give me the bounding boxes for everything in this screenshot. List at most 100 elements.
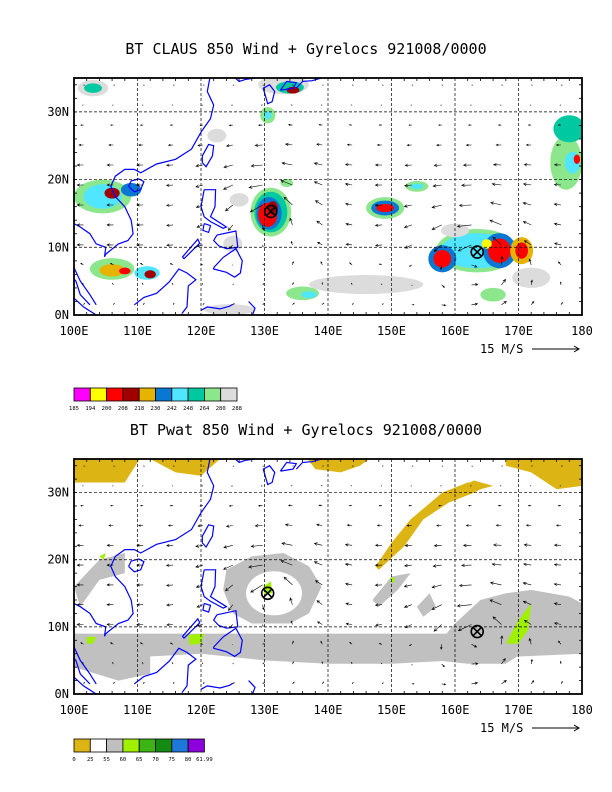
coastline	[74, 278, 91, 306]
wind-arrow	[249, 204, 263, 213]
coastline	[248, 680, 256, 694]
wind-arrow	[374, 183, 383, 187]
wind-arrow	[378, 504, 382, 507]
cloud-top-shade	[223, 235, 243, 253]
pwat-shade	[375, 482, 487, 570]
wind-arrow	[171, 282, 174, 286]
wind-arrow	[136, 623, 144, 627]
wind-arrow	[136, 203, 144, 207]
lon-label: 110E	[123, 703, 152, 717]
wind-arrow	[500, 255, 504, 265]
cloud-top-shade	[512, 267, 551, 288]
pwat-shade	[86, 636, 97, 644]
wind-arrow	[138, 143, 144, 147]
wind-arrow	[172, 681, 175, 685]
cloud-top-shade	[515, 242, 529, 259]
wind-arrow	[195, 204, 204, 208]
gyre-location-marker	[470, 624, 485, 639]
wind-arrow	[136, 543, 144, 547]
reference-vector-arrow	[532, 724, 580, 732]
wind-arrow	[491, 562, 502, 566]
wind-arrow	[374, 163, 382, 167]
legend-swatch	[155, 387, 173, 402]
lon-label: 100E	[60, 703, 89, 717]
cloud-top-shade	[301, 291, 317, 299]
wind-arrow	[523, 619, 532, 625]
wind-arrow	[261, 224, 265, 231]
wind-arrow	[530, 680, 535, 685]
coastline	[295, 78, 323, 89]
wind-arrow	[196, 244, 203, 248]
wind-arrow	[471, 264, 478, 268]
wind-arrow	[280, 560, 293, 566]
wind-arrow	[431, 224, 442, 230]
lon-label: 180	[571, 703, 593, 717]
wind-arrow	[471, 662, 479, 666]
wind-arrow	[345, 222, 353, 226]
wind-arrow	[411, 683, 415, 685]
coastline	[200, 189, 228, 229]
coastline	[212, 230, 239, 250]
wind-arrow	[76, 203, 84, 207]
wind-arrow	[440, 644, 443, 650]
wind-arrow	[489, 219, 502, 226]
wind-arrow	[553, 622, 562, 626]
legend-swatch	[203, 387, 222, 402]
legend-swatch	[122, 738, 140, 753]
wind-arrow	[351, 661, 353, 665]
wind-arrow	[316, 143, 323, 146]
wind-arrow	[316, 241, 323, 246]
wind-arrow	[522, 201, 532, 206]
wind-arrow	[197, 524, 203, 528]
wind-arrow	[108, 524, 114, 527]
wind-arrow	[458, 583, 472, 588]
wind-arrow	[403, 604, 412, 608]
pwat-shade	[150, 459, 220, 476]
cloud-top-shade	[481, 239, 492, 249]
coastline	[262, 84, 276, 105]
coastline	[279, 461, 298, 472]
wind-arrow	[432, 564, 442, 568]
wind-arrow	[345, 582, 353, 586]
wind-arrow	[228, 124, 233, 127]
cloud-top-shade	[376, 203, 395, 213]
pwat-shade	[416, 593, 436, 617]
wind-arrow	[349, 641, 353, 645]
wind-arrow	[553, 582, 562, 586]
wind-arrow	[227, 604, 234, 611]
cloud-top-shade	[308, 275, 424, 295]
wind-arrow	[528, 258, 532, 265]
legend-label: 200	[102, 406, 112, 412]
pwat-shade	[505, 459, 582, 490]
cloud-top-shade	[263, 111, 272, 120]
wind-arrow	[169, 263, 174, 266]
pwat-shade	[390, 577, 395, 583]
wind-arrow	[493, 543, 502, 547]
coastline	[74, 78, 215, 258]
wind-arrow	[110, 642, 114, 645]
wind-arrow	[441, 304, 447, 307]
wind-arrow	[351, 681, 354, 685]
coastline	[262, 464, 276, 486]
wind-arrow	[381, 303, 384, 306]
wind-arrow	[76, 183, 84, 187]
legend-swatch	[220, 387, 238, 402]
pwat-shade	[307, 459, 370, 473]
wind-arrow	[560, 680, 563, 685]
legend-label: 0	[72, 757, 75, 763]
wind-arrow	[433, 244, 442, 252]
pwat-shade	[461, 480, 494, 493]
legend-label: 280	[216, 406, 226, 412]
legend-label: 264	[199, 406, 210, 412]
wind-arrow	[76, 163, 84, 167]
wind-arrow	[106, 203, 114, 207]
wind-arrow	[136, 163, 144, 167]
wind-arrow	[313, 162, 323, 166]
wind-arrow	[490, 201, 502, 206]
wind-arrow	[83, 681, 85, 685]
legend-label: 230	[151, 406, 161, 412]
wind-arrow	[106, 583, 114, 587]
wind-arrow	[250, 544, 263, 548]
wind-arrow	[262, 244, 264, 248]
panel2-frame	[73, 458, 583, 695]
